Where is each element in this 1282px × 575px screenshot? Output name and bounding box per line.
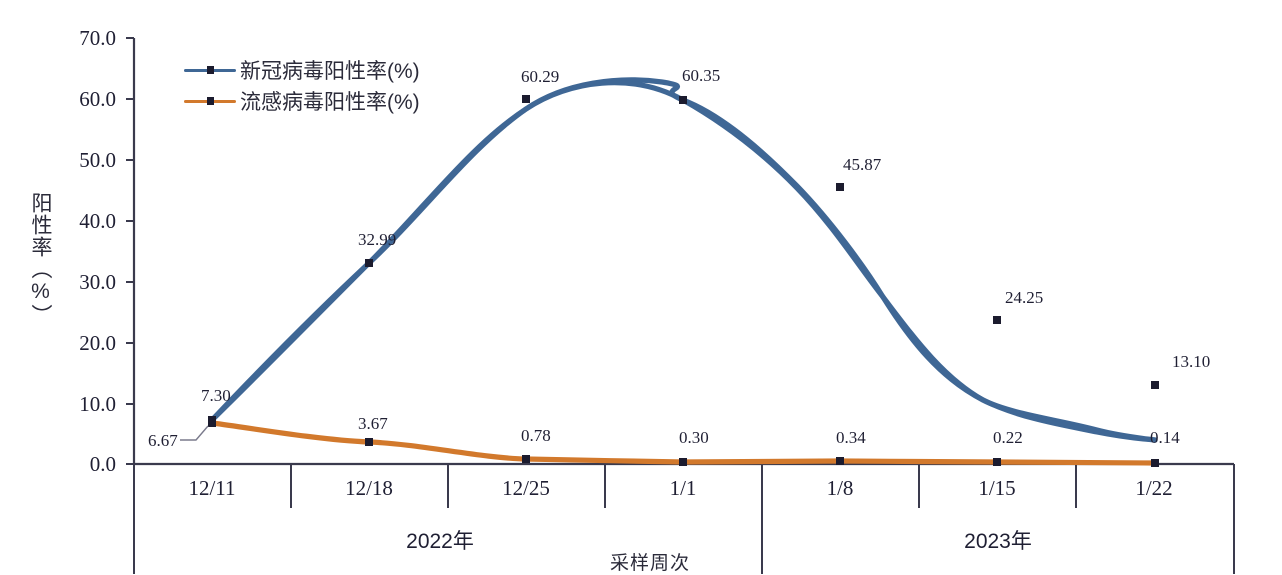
- legend-label-covid: 新冠病毒阳性率(%): [240, 59, 420, 83]
- data-label-covid: 32.99: [358, 230, 397, 249]
- y-tick-label: 30.0: [79, 270, 116, 294]
- y-tick-label: 20.0: [79, 331, 116, 355]
- y-axis-title: 阳性率（%）: [29, 192, 52, 326]
- data-label-flu: 0.30: [679, 428, 709, 447]
- data-label-flu: 0.22: [993, 428, 1023, 447]
- series-line-covid-smooth: [209, 80, 1158, 443]
- y-tick-label: 40.0: [79, 209, 116, 233]
- x-tick-label-1218: 12/18: [345, 476, 393, 500]
- data-label-covid: 7.30: [201, 386, 231, 405]
- x-tick-label-0101: 1/1: [669, 476, 697, 500]
- legend-item-flu[interactable]: 流感病毒阳性率(%): [184, 85, 420, 116]
- y-tick-label: 50.0: [79, 148, 116, 172]
- legend-item-covid[interactable]: 新冠病毒阳性率(%): [184, 54, 420, 85]
- data-label-covid: 60.29: [521, 67, 560, 86]
- y-tick-label: 70.0: [79, 26, 116, 50]
- x-tick-label-0115: 1/15: [978, 476, 1016, 500]
- data-label-flu: 6.67: [148, 431, 178, 450]
- x-tick-label-1211: 12/11: [188, 476, 236, 500]
- data-label-covid: 60.35: [682, 66, 721, 85]
- x-tick-label-0122: 1/22: [1135, 476, 1173, 500]
- y-tick-label: 0.0: [89, 452, 116, 476]
- x-tick-label-0108: 1/8: [826, 476, 854, 500]
- chart-legend: 新冠病毒阳性率(%) 流感病毒阳性率(%): [184, 54, 420, 116]
- series-markers-covid: [208, 95, 1159, 424]
- x-axis-band-ticks: [290, 464, 1077, 508]
- data-label-flu: 3.67: [358, 414, 388, 433]
- data-label-flu: 0.34: [836, 428, 866, 447]
- x-group-label-2022: 2022年: [406, 530, 474, 553]
- data-label-flu: 0.14: [1150, 428, 1180, 447]
- y-axis-ticks: [126, 37, 134, 465]
- y-tick-label: 10.0: [79, 392, 116, 416]
- x-axis-group-separators: [133, 464, 1235, 574]
- leader-line-flu-first: [180, 425, 209, 441]
- data-label-covid: 13.10: [1172, 352, 1211, 371]
- x-tick-label-1225: 12/25: [502, 476, 550, 500]
- x-axis-title: 采样周次: [609, 553, 690, 574]
- legend-label-flu: 流感病毒阳性率(%): [240, 90, 420, 114]
- data-label-covid: 24.25: [1005, 288, 1044, 307]
- x-group-label-2023: 2023年: [964, 530, 1032, 553]
- series-line-covid: [209, 77, 1158, 443]
- legend-swatch-covid-icon: [184, 60, 236, 80]
- legend-swatch-flu-icon: [184, 91, 236, 111]
- data-label-covid: 45.87: [843, 155, 882, 174]
- y-tick-label: 60.0: [79, 87, 116, 111]
- data-label-flu: 0.78: [521, 426, 551, 445]
